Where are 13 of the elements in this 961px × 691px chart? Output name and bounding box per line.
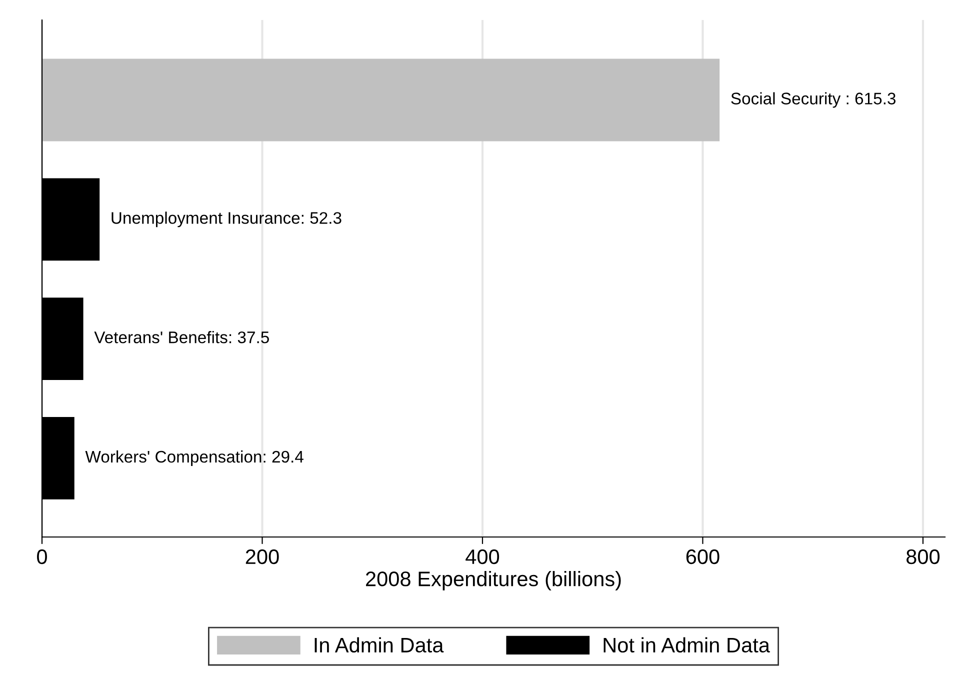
x-tick-label: 600	[686, 549, 720, 564]
x-tick-label: 0	[37, 549, 47, 564]
legend-label: Not in Admin Data	[604, 637, 770, 653]
data-label: Social Security : 615.3	[731, 92, 896, 108]
data-label: Unemployment Insurance: 52.3	[112, 212, 342, 228]
x-axis-title: 2008 Expenditures (billions)	[366, 571, 621, 590]
bar	[42, 58, 720, 142]
data-label: Workers' Compensation: 29.4	[85, 450, 304, 466]
x-tick-label: 200	[246, 549, 279, 564]
data-label: Veterans' Benefits: 37.5	[94, 331, 269, 344]
x-tick-label: 800	[906, 549, 940, 564]
x-tick-label: 400	[466, 549, 500, 564]
legend-label: In Admin Data	[314, 637, 444, 653]
